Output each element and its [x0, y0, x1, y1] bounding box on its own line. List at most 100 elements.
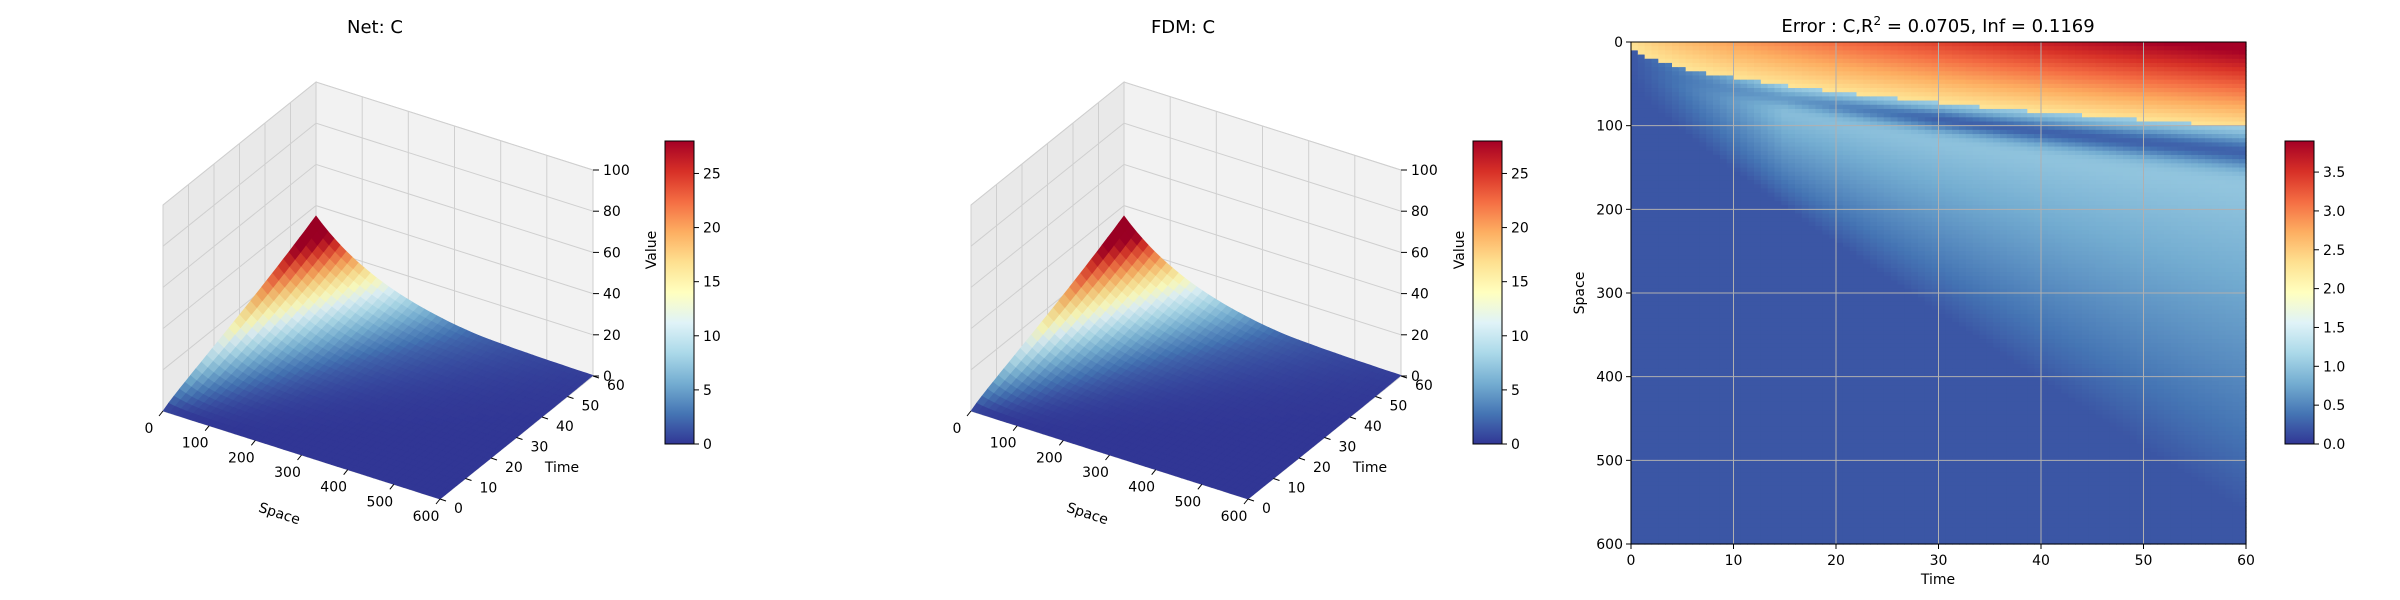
x-tick-label: 400	[1128, 480, 1155, 496]
heatmap-cell	[1665, 405, 1673, 411]
heatmap-cell	[1699, 531, 1707, 537]
heatmap-cell	[1665, 426, 1673, 432]
heatmap-cell	[1637, 142, 1646, 148]
heatmap-cell	[1637, 535, 1646, 541]
heatmap-cell	[1665, 83, 1673, 89]
heatmap-cell	[1692, 431, 1700, 436]
heatmap-cell	[1685, 489, 1694, 495]
heatmap-cell	[1733, 313, 1741, 319]
heatmap-cell	[1692, 83, 1700, 89]
heatmap-cell	[1658, 134, 1666, 139]
heatmap-cell	[1658, 251, 1666, 256]
heatmap-cell	[1658, 280, 1666, 286]
y-tick-label: 20	[505, 460, 523, 476]
heatmap-cell	[1740, 150, 1748, 156]
heatmap-cell	[1651, 259, 1659, 265]
heatmap-cell	[1685, 163, 1694, 169]
heatmap-cell	[1706, 246, 1714, 252]
heatmap-cell	[1678, 42, 1687, 47]
heatmap-cell	[1665, 196, 1673, 202]
heatmap-cell	[1651, 330, 1659, 336]
heatmap-cell	[1706, 318, 1714, 323]
heatmap-cell	[1665, 88, 1673, 93]
heatmap-cell	[1692, 113, 1700, 118]
heatmap-cell	[1672, 489, 1680, 495]
heatmap-cell	[1651, 297, 1659, 302]
heatmap-cell	[1678, 129, 1687, 135]
heatmap-cell	[1637, 129, 1646, 135]
heatmap-cell	[1733, 418, 1741, 424]
heatmap-cell	[1733, 238, 1741, 244]
heatmap-cell	[1644, 100, 1653, 106]
heatmap-cell	[1754, 175, 1762, 181]
heatmap-cell	[1631, 510, 1639, 516]
heatmap-cell	[1678, 489, 1687, 495]
heatmap-cell	[1678, 154, 1687, 160]
heatmap-cell	[1747, 439, 1755, 445]
heatmap-cell	[1672, 67, 1680, 72]
heatmap-cell	[1685, 468, 1694, 474]
heatmap-cell	[1637, 280, 1646, 286]
heatmap-cell	[1651, 46, 1659, 51]
heatmap-cell	[1719, 88, 1728, 93]
heatmap-cell	[1740, 481, 1748, 487]
heatmap-cell	[1733, 305, 1741, 311]
heatmap-cell	[1637, 531, 1646, 537]
heatmap-cell	[1699, 58, 1707, 64]
heatmap-cell	[1699, 159, 1707, 164]
heatmap-cell	[1658, 380, 1666, 386]
heatmap-cell	[1740, 422, 1748, 428]
heatmap-cell	[1699, 226, 1707, 231]
y-tick-label: 30	[1339, 440, 1357, 456]
heatmap-cell	[1706, 96, 1714, 102]
heatmap-cell	[1699, 464, 1707, 470]
heatmap-cell	[1644, 481, 1653, 487]
heatmap-cell	[1692, 192, 1700, 198]
heatmap-cell	[1678, 71, 1687, 77]
heatmap-cell	[1713, 251, 1721, 256]
heatmap-cell	[1685, 234, 1694, 240]
heatmap-cell	[1726, 167, 1735, 173]
heatmap-cell	[1733, 347, 1741, 353]
heatmap-cell	[1706, 510, 1714, 516]
heatmap-cell	[1719, 104, 1728, 110]
heatmap-cell	[1740, 518, 1748, 524]
heatmap-cell	[1754, 397, 1762, 403]
heatmap-cell	[1672, 213, 1680, 219]
heatmap-cell	[1740, 159, 1748, 164]
heatmap-cell	[1754, 196, 1762, 202]
heatmap-cell	[1631, 318, 1639, 323]
heatmap-cell	[1754, 385, 1762, 390]
heatmap-cell	[1658, 159, 1666, 164]
heatmap-cell	[1644, 138, 1653, 143]
heatmap-cell	[1699, 326, 1707, 332]
heatmap-cell	[1699, 259, 1707, 265]
chart-title: FDM: C	[1151, 17, 1215, 38]
title-prefix: Error : C,R	[1781, 16, 1873, 37]
heatmap-cell	[1637, 422, 1646, 428]
heatmap-cell	[1740, 175, 1748, 181]
heatmap-cell	[1631, 188, 1639, 194]
heatmap-cell	[1631, 502, 1639, 507]
heatmap-cell	[1644, 351, 1653, 357]
heatmap-cell	[1651, 523, 1659, 528]
heatmap-cell	[1747, 422, 1755, 428]
heatmap-cell	[1713, 313, 1721, 319]
heatmap-cell	[1637, 364, 1646, 369]
heatmap-cell	[1699, 246, 1707, 252]
heatmap-cell	[1733, 167, 1741, 173]
heatmap-cell	[1706, 213, 1714, 219]
heatmap-cell	[1678, 527, 1687, 533]
heatmap-cell	[1754, 159, 1762, 164]
heatmap-cell	[1658, 209, 1666, 215]
heatmap-cell	[1726, 129, 1735, 135]
heatmap-cell	[1658, 464, 1666, 470]
heatmap-cell	[1678, 108, 1687, 114]
heatmap-cell	[1726, 518, 1735, 524]
heatmap-cell	[1719, 163, 1728, 169]
heatmap-cell	[1699, 117, 1707, 123]
heatmap-cell	[1726, 351, 1735, 357]
heatmap-cell	[1678, 414, 1687, 420]
heatmap-cell	[1678, 184, 1687, 190]
heatmap-cell	[1644, 125, 1653, 131]
